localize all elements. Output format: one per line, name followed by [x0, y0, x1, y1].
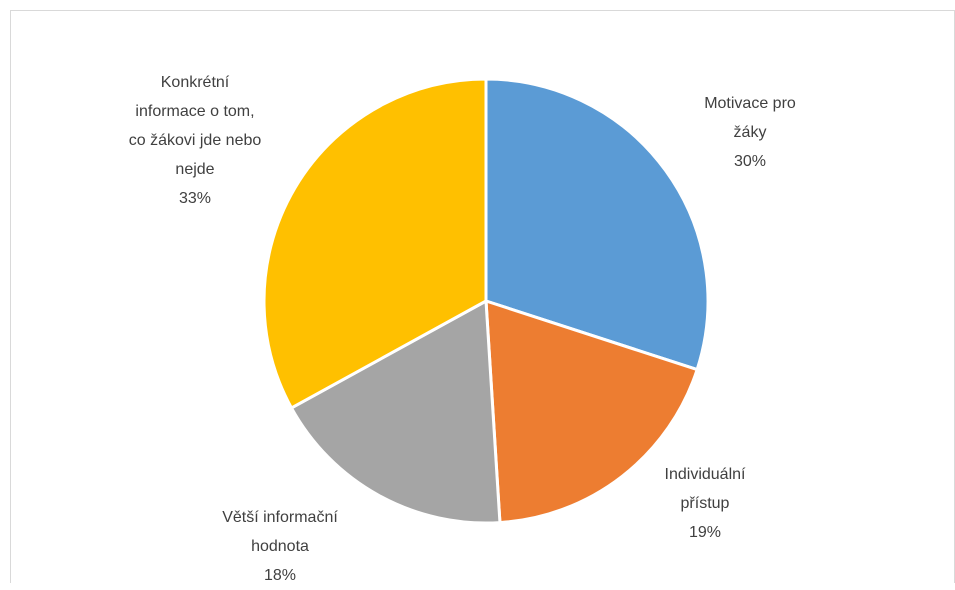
data-label: Individuální přístup 19%	[650, 460, 760, 547]
pie-slice	[262, 77, 488, 410]
percent-label: 19%	[688, 524, 722, 541]
pie-slice	[484, 299, 699, 525]
pie-slice	[484, 77, 710, 372]
percent-label: 18%	[263, 567, 297, 584]
data-label: Konkrétní informace o tom, co žákovi jde…	[125, 68, 265, 213]
percent-label: 30%	[733, 153, 767, 170]
data-label: Motivace pro žáky 30%	[695, 89, 805, 176]
category-label: Individuální přístup	[664, 466, 746, 512]
category-label: Konkrétní informace o tom, co žákovi jde…	[128, 74, 262, 178]
percent-label: 33%	[178, 190, 212, 207]
data-label: Větší informační hodnota 18%	[200, 503, 360, 590]
category-label: Motivace pro žáky	[704, 95, 796, 141]
pie-slice	[289, 299, 502, 525]
category-label: Větší informační hodnota	[222, 509, 338, 555]
